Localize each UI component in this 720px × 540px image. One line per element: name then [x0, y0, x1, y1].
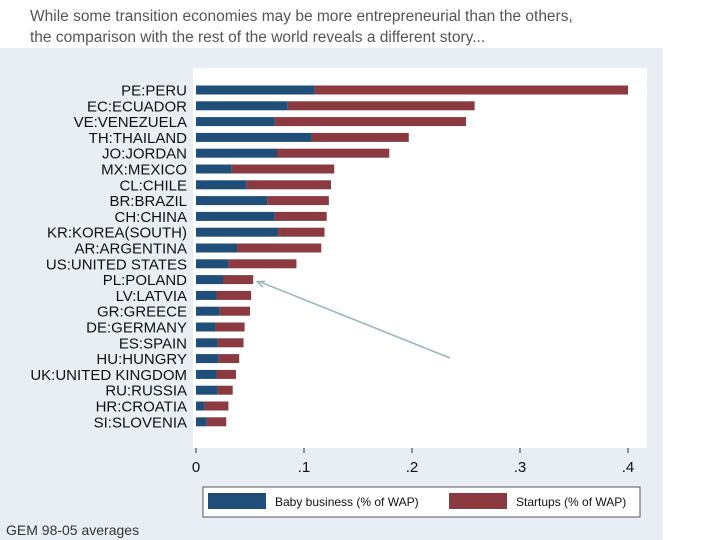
bar-startups-de-germany	[215, 322, 245, 332]
footer-note: GEM 98-05 averages	[6, 522, 140, 538]
slide-title-line-1: While some transition economies may be m…	[30, 8, 573, 25]
bar-startups-kr-korea-south	[278, 227, 325, 237]
x-tick-label: .4	[622, 459, 635, 476]
bar-startups-ch-china	[274, 211, 327, 221]
x-tick-label: .1	[298, 459, 311, 476]
bar-baby-business-br-brazil	[196, 196, 268, 206]
bar-baby-business-ar-argentina	[196, 243, 238, 253]
category-label: CL:CHILE	[119, 177, 187, 194]
bar-startups-lv-latvia	[216, 290, 252, 300]
slide-title: While some transition economies may be m…	[30, 6, 710, 48]
category-label: SI:SLOVENIA	[94, 414, 187, 431]
chart-panel: PE:PERU EC:ECUADOR VE:VENEZUELA TH:THAILAND…	[0, 48, 663, 540]
bar-startups-cl-chile	[246, 180, 331, 190]
bar-baby-business-us-united-states	[196, 259, 229, 269]
category-label: BR:BRAZIL	[109, 193, 187, 210]
annotation-arrowhead	[255, 280, 266, 288]
bar-baby-business-ru-russia	[196, 385, 218, 395]
bar-baby-business-ch-china	[196, 211, 275, 221]
x-tick-label: .2	[406, 459, 419, 476]
bar-startups-th-thailand	[311, 132, 409, 142]
legend-swatch-startups	[449, 493, 507, 509]
bar-startups-pl-poland	[223, 275, 254, 285]
category-label: HU:HUNGRY	[96, 351, 187, 368]
bar-startups-gr-greece	[219, 306, 250, 316]
bar-startups-hu-hungry	[218, 354, 240, 364]
bar-baby-business-es-spain	[196, 338, 218, 348]
bar-baby-business-si-slovenia	[196, 417, 207, 427]
legend-box	[202, 486, 641, 518]
bar-baby-business-cl-chile	[196, 180, 247, 190]
plot-area	[193, 68, 647, 448]
category-label: UK:UNITED KINGDOM	[30, 367, 187, 384]
bar-baby-business-ec-ecuador	[196, 101, 288, 111]
category-label: TH:THAILAND	[89, 130, 188, 147]
bar-startups-ve-venezuela	[274, 117, 466, 127]
category-label: ES:SPAIN	[119, 335, 187, 352]
category-label: EC:ECUADOR	[87, 98, 187, 115]
bar-baby-business-th-thailand	[196, 132, 312, 142]
bar-baby-business-lv-latvia	[196, 290, 217, 300]
category-label: HR:CROATIA	[96, 399, 187, 416]
bar-startups-hr-croatia	[204, 401, 229, 411]
category-label: JO:JORDAN	[102, 146, 187, 163]
x-tick-label: .3	[514, 459, 527, 476]
category-label: RU:RUSSIA	[105, 383, 187, 400]
bar-baby-business-hr-croatia	[196, 401, 205, 411]
slide-title-line-2: the comparison with the rest of the worl…	[30, 29, 486, 46]
category-label: MX:MEXICO	[101, 162, 187, 179]
bar-startups-ec-ecuador	[287, 101, 475, 111]
bar-baby-business-uk-united-kingdom	[196, 369, 217, 379]
bar-startups-si-slovenia	[206, 417, 227, 427]
bar-baby-business-gr-greece	[196, 306, 220, 316]
x-tick-label: 0	[192, 459, 200, 476]
category-label: PL:POLAND	[103, 272, 187, 289]
bar-baby-business-pl-poland	[196, 275, 223, 285]
category-label: GR:GREECE	[97, 304, 187, 321]
bar-startups-ar-argentina	[237, 243, 322, 253]
category-label: VE:VENEZUELA	[74, 114, 187, 131]
bar-chart: PE:PERUEC:ECUADORVE:VENEZUELATH:THAILAND…	[30, 68, 647, 518]
bar-baby-business-ve-venezuela	[196, 117, 275, 127]
bar-baby-business-pe-peru	[196, 85, 315, 95]
category-label: US:UNITED STATES	[46, 256, 187, 273]
legend-swatch-baby-business	[208, 493, 266, 509]
bar-startups-mx-mexico	[231, 164, 335, 174]
category-label: KR:KOREA(SOUTH)	[47, 225, 187, 242]
annotation-arrow	[258, 280, 451, 359]
bar-startups-es-spain	[217, 338, 244, 348]
category-label: CH:CHINA	[114, 209, 187, 226]
bar-baby-business-de-germany	[196, 322, 216, 332]
category-label: DE:GERMANY	[86, 320, 187, 337]
bar-baby-business-mx-mexico	[196, 164, 232, 174]
bar-startups-uk-united-kingdom	[216, 369, 236, 379]
bar-startups-jo-jordan	[277, 148, 390, 158]
legend-label-baby-business: Baby business (% of WAP)	[275, 495, 419, 509]
category-label: PE:PERU	[121, 83, 187, 100]
bar-startups-pe-peru	[314, 85, 628, 95]
bar-startups-ru-russia	[217, 385, 233, 395]
bar-startups-us-united-states	[228, 259, 297, 269]
bar-baby-business-jo-jordan	[196, 148, 277, 158]
bar-baby-business-kr-korea-south	[196, 227, 279, 237]
category-label: LV:LATVIA	[116, 288, 187, 305]
bar-startups-br-brazil	[267, 196, 329, 206]
legend-label-startups: Startups (% of WAP)	[516, 495, 626, 509]
category-label: AR:ARGENTINA	[74, 241, 187, 258]
bar-baby-business-hu-hungry	[196, 354, 219, 364]
